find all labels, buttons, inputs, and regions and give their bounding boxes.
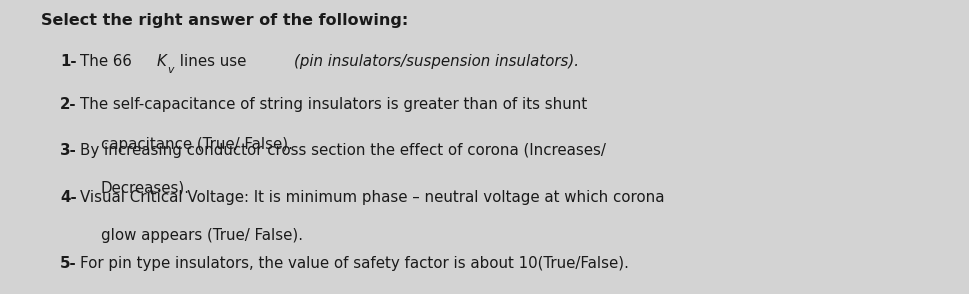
Text: 1-: 1- (60, 54, 77, 69)
Text: glow appears (True/ False).: glow appears (True/ False). (101, 228, 302, 243)
Text: 5-: 5- (60, 256, 77, 271)
Text: Select the right answer of the following:: Select the right answer of the following… (41, 13, 408, 28)
Text: Decreases).: Decreases). (101, 181, 190, 196)
Text: 3-: 3- (60, 143, 77, 158)
Text: lines use: lines use (175, 54, 251, 69)
Text: (pin insulators/suspension insulators).: (pin insulators/suspension insulators). (295, 54, 579, 69)
Text: 2-: 2- (60, 97, 77, 112)
Text: The 66: The 66 (80, 54, 137, 69)
Text: For pin type insulators, the value of safety factor is about 10(True/False).: For pin type insulators, the value of sa… (80, 256, 629, 271)
Text: By increasing conductor cross section the effect of corona (Increases/: By increasing conductor cross section th… (80, 143, 607, 158)
Text: K: K (156, 54, 167, 69)
Text: v: v (168, 65, 173, 75)
Text: Visual Critical Voltage: It is minimum phase – neutral voltage at which corona: Visual Critical Voltage: It is minimum p… (80, 190, 665, 205)
Text: The self-capacitance of string insulators is greater than of its shunt: The self-capacitance of string insulator… (80, 97, 587, 112)
Text: 4-: 4- (60, 190, 77, 205)
Text: capacitance (True/ False).: capacitance (True/ False). (101, 137, 293, 152)
